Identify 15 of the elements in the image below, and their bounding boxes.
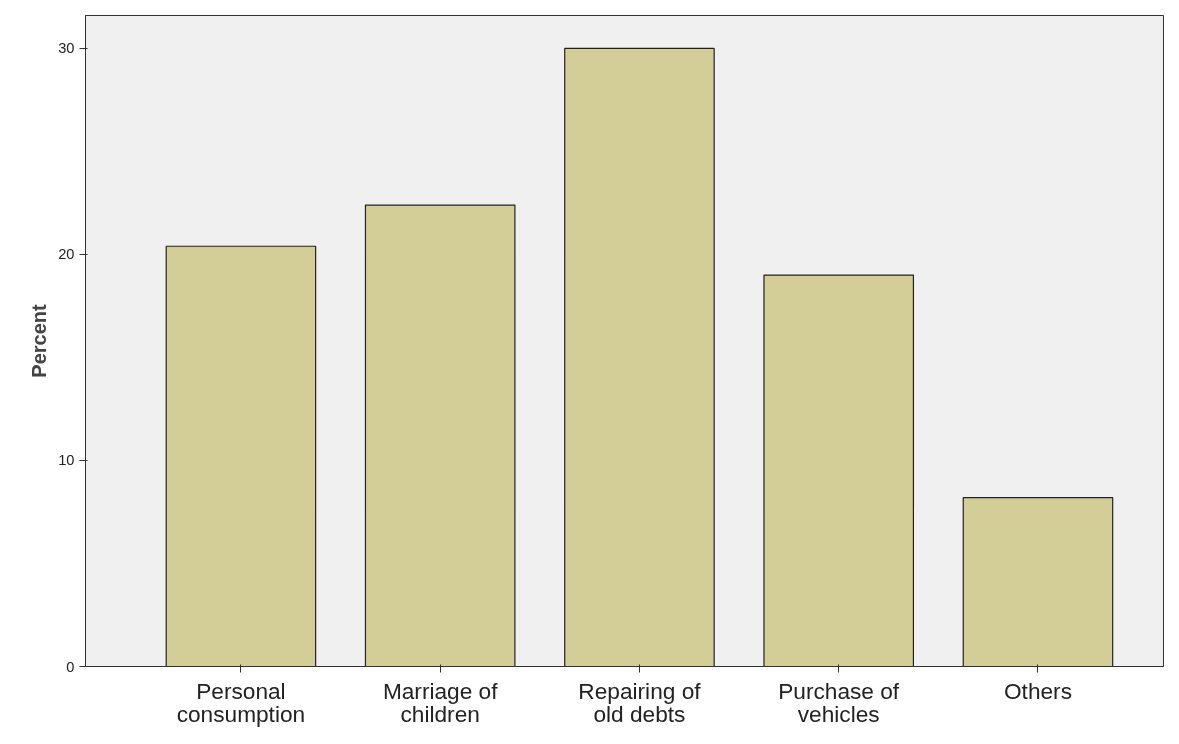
x-tick-label: Others (1003, 677, 1072, 704)
x-tick-label: Repairing of old debts (578, 677, 702, 727)
x-tick-label: Purchase of vehicles (778, 677, 900, 727)
x-tick-label: Marriage of children (382, 677, 499, 727)
y-tick-label: 10 (58, 452, 75, 469)
x-tick-label: Personal consumption (176, 677, 306, 727)
bar (364, 204, 516, 667)
y-tick-label: 20 (58, 246, 75, 263)
y-tick-label: 30 (58, 40, 75, 57)
y-axis-title: Percent (28, 303, 51, 378)
bar (564, 47, 715, 667)
bar (763, 274, 915, 667)
y-tick-label: 0 (66, 658, 75, 675)
bar (165, 245, 317, 667)
bar (962, 496, 1114, 667)
